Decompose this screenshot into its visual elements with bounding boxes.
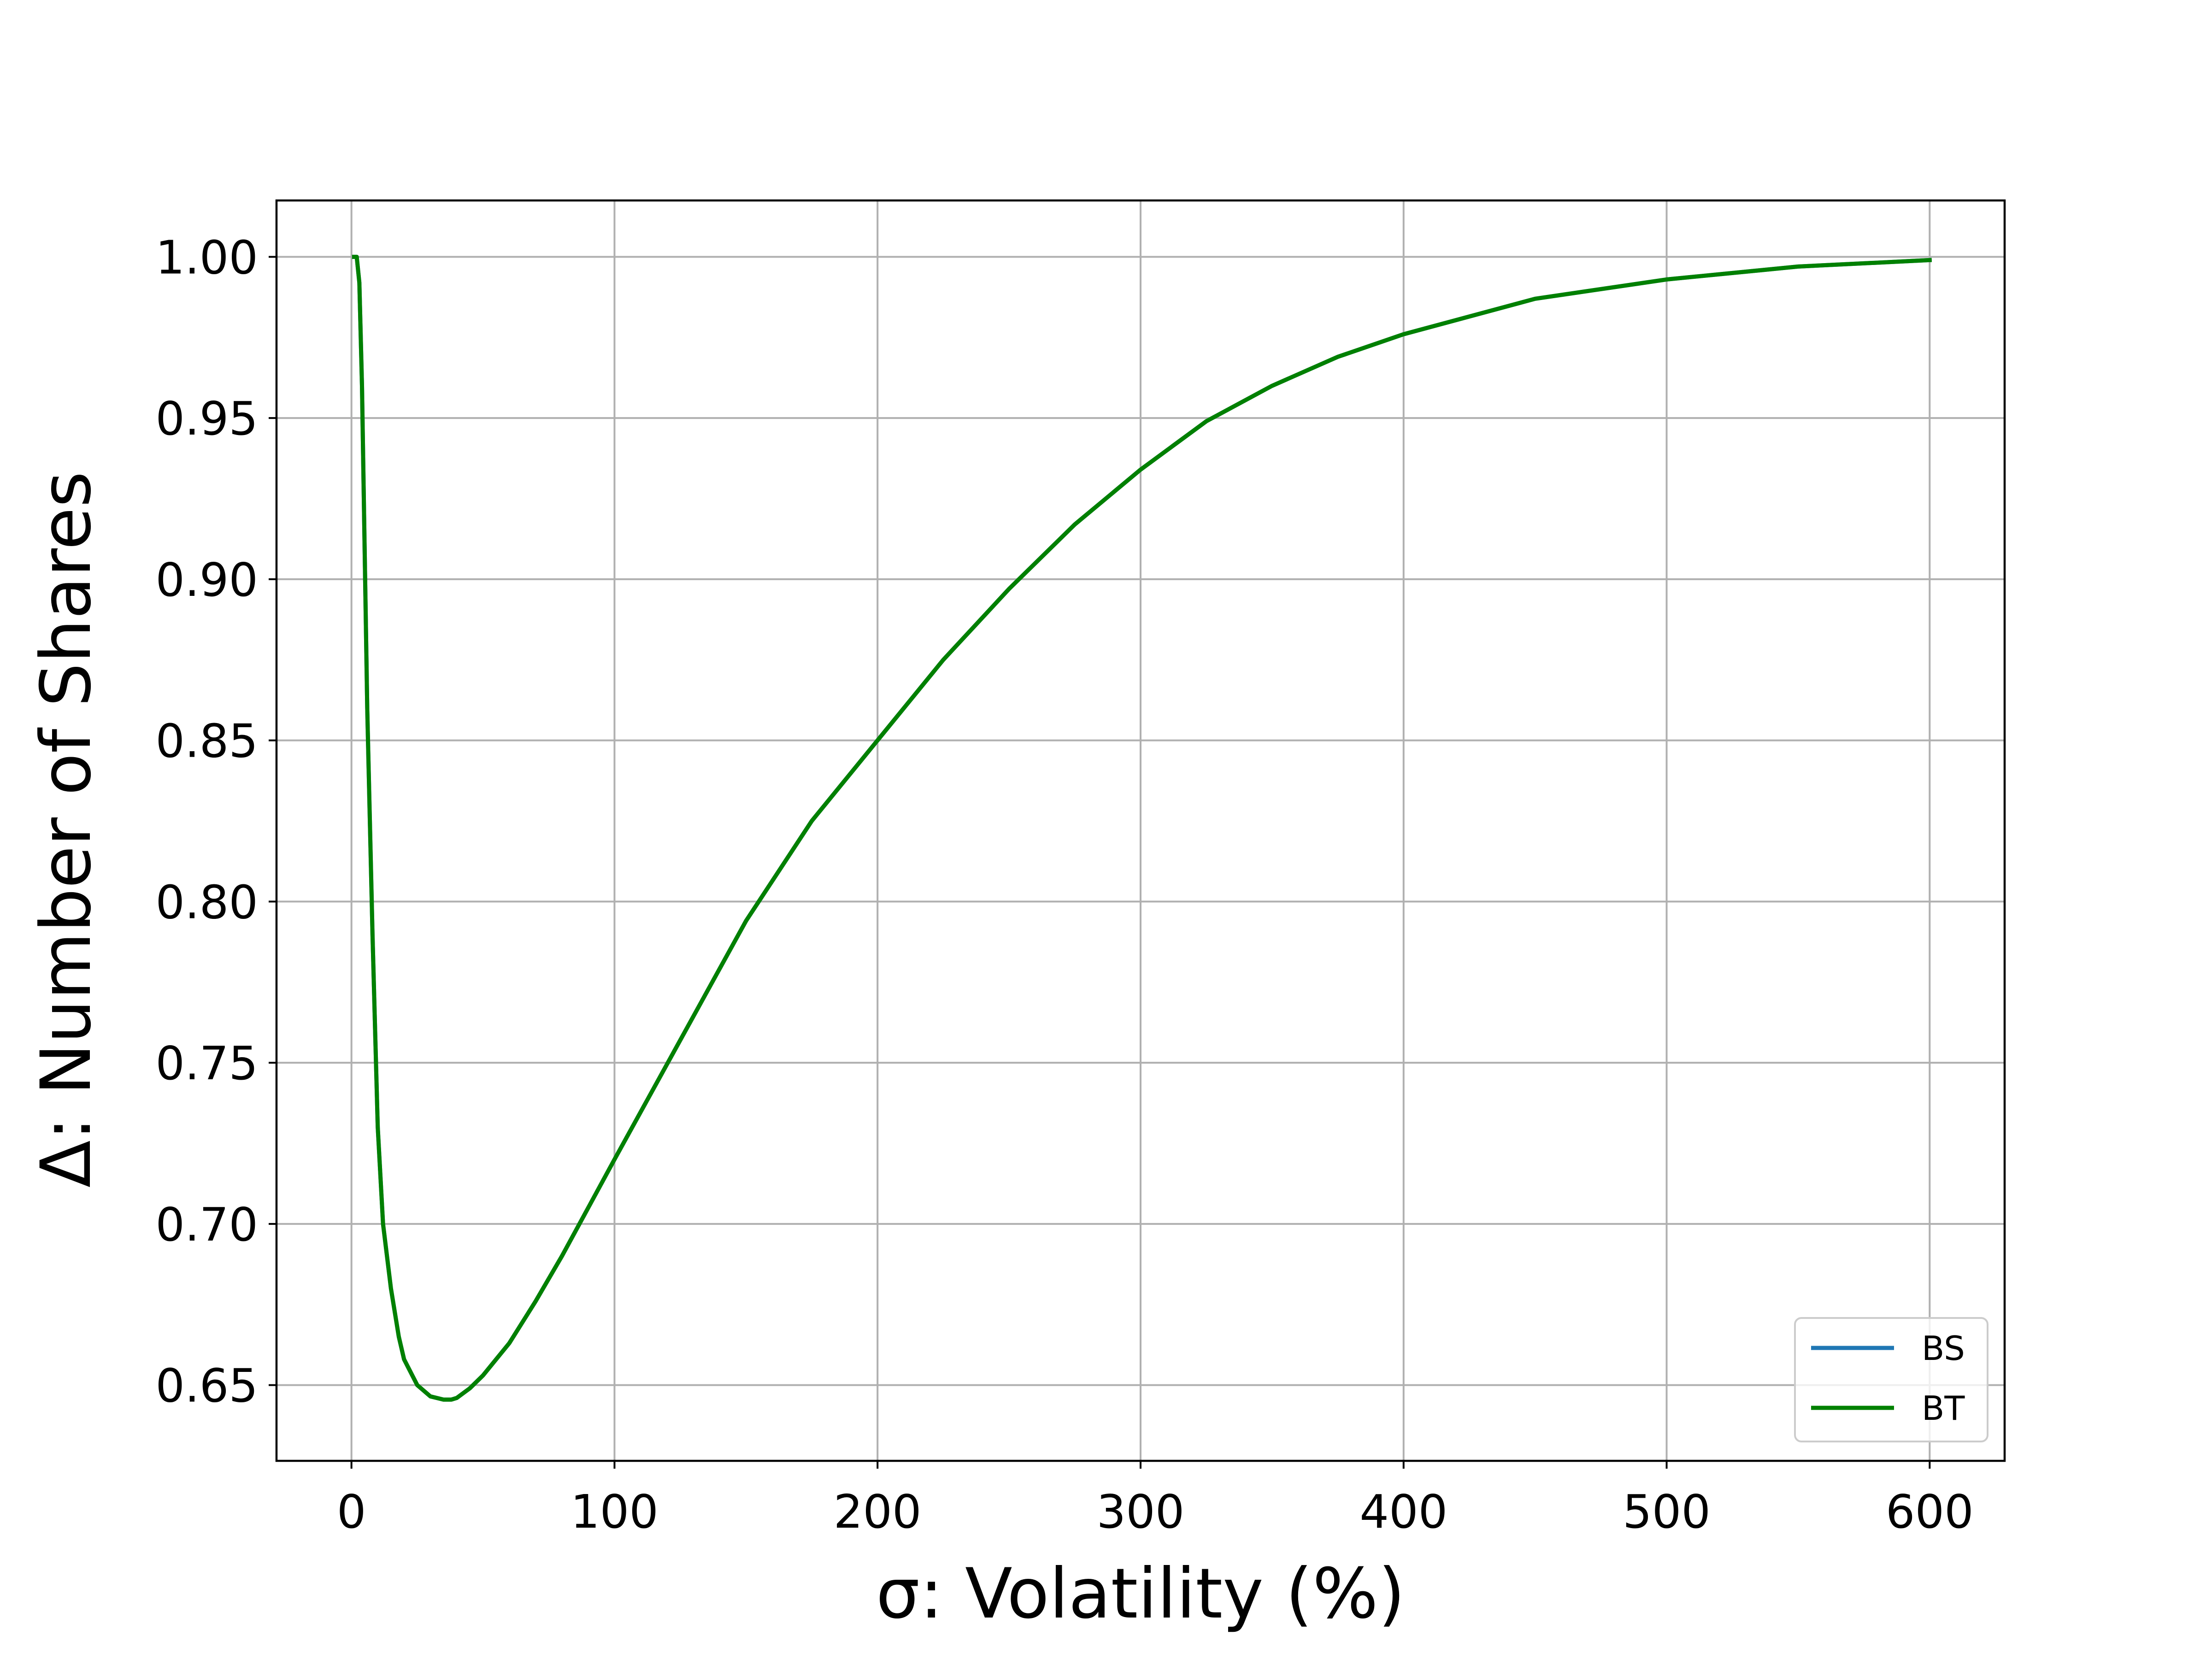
- x-tick-label: 0: [337, 1485, 366, 1539]
- y-tick-label: 0.65: [155, 1359, 258, 1413]
- y-axis: 0.65 0.70 0.75 0.80 0.85 0.90 0.95 1.00: [155, 230, 276, 1413]
- x-tick-label: 400: [1359, 1485, 1447, 1539]
- x-axis-label: σ: Volatility (%): [876, 1554, 1405, 1634]
- x-tick-label: 600: [1886, 1485, 1974, 1539]
- grid: [276, 200, 2005, 1461]
- x-tick-label: 300: [1097, 1485, 1185, 1539]
- x-tick-label: 500: [1623, 1485, 1711, 1539]
- y-tick-label: 1.00: [155, 230, 258, 284]
- legend-label-bt: BT: [1922, 1389, 1965, 1428]
- legend: BS BT: [1794, 1317, 1988, 1442]
- series-layer: [352, 254, 1932, 1402]
- x-axis: 0 100 200 300 400 500 600: [337, 1461, 1974, 1539]
- y-tick-label: 0.70: [155, 1198, 258, 1252]
- y-tick-label: 0.75: [155, 1036, 258, 1090]
- series-line-bs: [352, 254, 1932, 1402]
- y-tick-label: 0.90: [155, 553, 258, 607]
- y-tick-label: 0.80: [155, 875, 258, 929]
- x-tick-label: 100: [571, 1485, 659, 1539]
- series-line-bt: [352, 254, 1932, 1402]
- x-tick-label: 200: [834, 1485, 922, 1539]
- y-axis-label: Δ: Number of Shares: [26, 471, 106, 1188]
- y-tick-label: 0.85: [155, 714, 258, 768]
- legend-label-bs: BS: [1922, 1329, 1965, 1368]
- y-tick-label: 0.95: [155, 392, 258, 446]
